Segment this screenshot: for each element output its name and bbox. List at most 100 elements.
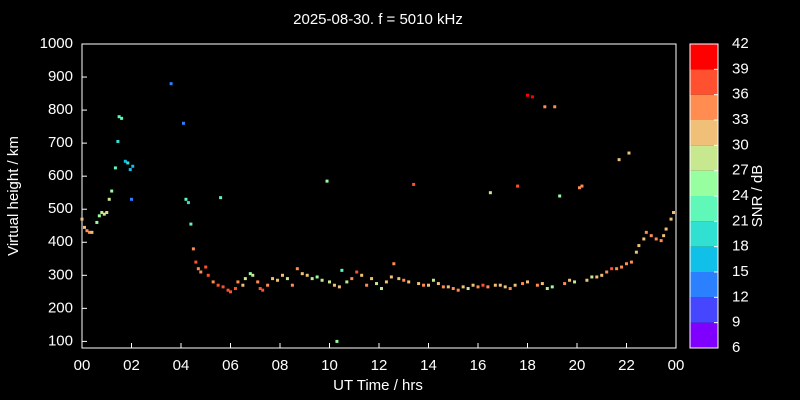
point: [617, 158, 621, 162]
point: [211, 280, 215, 284]
point: [315, 275, 319, 279]
colorbar-tick-label: 9: [732, 314, 740, 331]
y-tick-label: 100: [48, 332, 73, 349]
x-tick-label: 04: [173, 357, 190, 374]
point: [236, 280, 240, 284]
point: [181, 121, 185, 125]
point: [595, 275, 599, 279]
point: [131, 164, 135, 168]
point: [516, 184, 520, 188]
point: [226, 288, 230, 292]
point: [82, 225, 86, 229]
point: [305, 273, 309, 277]
point: [280, 273, 284, 277]
point: [241, 283, 245, 287]
point: [634, 250, 638, 254]
point: [261, 288, 265, 292]
colorbar-tick-label: 6: [732, 339, 740, 356]
point: [553, 105, 557, 109]
point: [526, 280, 529, 284]
point: [332, 283, 336, 287]
point: [498, 283, 502, 287]
point: [585, 278, 589, 282]
colorbar-band: [690, 44, 718, 70]
point: [625, 262, 628, 266]
point: [540, 282, 544, 286]
point: [320, 278, 324, 282]
point: [100, 211, 104, 215]
point: [461, 285, 465, 289]
point: [642, 237, 646, 241]
y-tick-label: 200: [48, 299, 73, 316]
point: [355, 270, 359, 274]
colorbar-band: [690, 69, 718, 95]
y-tick-label: 700: [48, 134, 73, 151]
x-tick-label: 20: [569, 357, 586, 374]
point: [521, 282, 525, 286]
point: [310, 277, 314, 281]
colorbar-band: [690, 297, 718, 323]
y-tick-label: 500: [48, 200, 73, 217]
point: [392, 262, 396, 266]
point: [184, 197, 188, 201]
chart-title: 2025-08-30. f = 5010 kHz: [293, 11, 463, 28]
y-tick-label: 1000: [40, 35, 73, 52]
x-tick-label: 08: [272, 357, 289, 374]
colorbar-tick-label: 12: [732, 288, 749, 305]
point: [251, 273, 255, 277]
colorbar-tick-label: 30: [732, 136, 749, 153]
point: [191, 247, 195, 251]
point: [526, 93, 529, 97]
point: [446, 285, 450, 289]
colorbar-band: [690, 170, 718, 196]
colorbar-tick-label: 39: [732, 60, 749, 77]
point: [337, 285, 341, 289]
y-tick-label: 800: [48, 101, 73, 118]
point: [102, 212, 106, 216]
point: [130, 197, 133, 201]
colorbar-tick-label: 18: [732, 238, 749, 255]
point: [456, 288, 460, 292]
point: [123, 159, 127, 163]
point: [436, 282, 440, 286]
point: [370, 277, 374, 281]
point: [558, 194, 562, 198]
point: [605, 270, 609, 274]
point: [573, 280, 577, 284]
point: [654, 237, 658, 241]
point: [229, 290, 232, 294]
point: [637, 244, 641, 248]
point: [95, 220, 99, 224]
colorbar-tick-label: 36: [732, 86, 749, 103]
point: [503, 285, 507, 289]
point: [412, 182, 416, 186]
point: [300, 272, 304, 276]
x-tick-label: 00: [74, 357, 91, 374]
point: [488, 191, 492, 195]
point: [243, 277, 247, 281]
point: [375, 282, 379, 286]
point: [295, 267, 299, 271]
point: [87, 230, 91, 234]
x-tick-label: 12: [371, 357, 388, 374]
colorbar-band: [690, 120, 718, 146]
point: [577, 186, 581, 190]
point: [441, 285, 445, 289]
point: [476, 285, 480, 289]
point: [620, 265, 624, 269]
point: [199, 270, 203, 274]
point: [481, 283, 485, 287]
point: [350, 277, 354, 281]
point: [513, 283, 517, 287]
point: [360, 273, 364, 277]
point: [120, 116, 124, 120]
x-axis-label: UT Time / hrs: [333, 377, 423, 394]
point: [80, 217, 84, 221]
point: [672, 211, 676, 215]
x-tick-label: 00: [668, 357, 685, 374]
point: [397, 277, 401, 281]
point: [219, 196, 223, 200]
point: [113, 166, 117, 170]
